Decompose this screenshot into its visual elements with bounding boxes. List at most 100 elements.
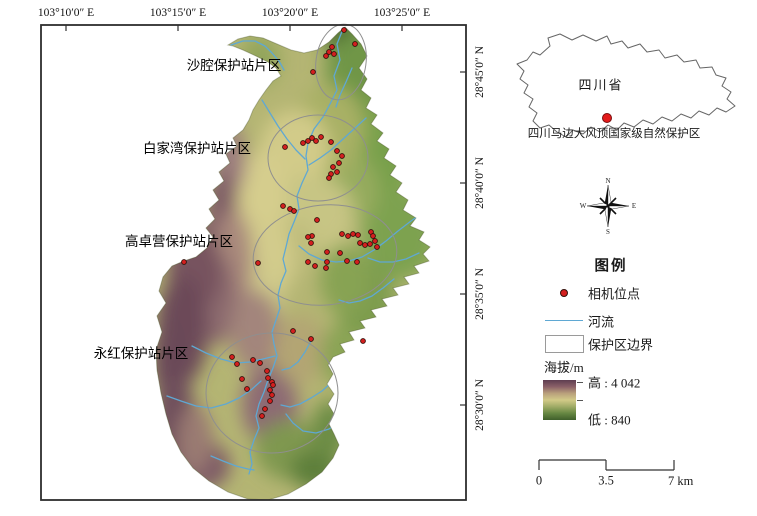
- camera-point: [326, 175, 332, 181]
- camera-point: [250, 357, 256, 363]
- camera-point: [350, 231, 356, 237]
- longitude-label: 103°10′0″ E: [37, 7, 95, 19]
- elevation-terrain: [155, 26, 431, 501]
- river-line: [308, 117, 367, 166]
- legend-river-label: 河流: [588, 314, 615, 330]
- camera-point: [309, 135, 315, 141]
- camera-point: [239, 376, 245, 382]
- camera-point: [308, 336, 314, 342]
- camera-point: [329, 44, 335, 50]
- elevation-gradient-swatch: [543, 380, 576, 420]
- camera-point: [305, 138, 311, 144]
- river-line: [166, 380, 262, 409]
- terrain-blob: [312, 400, 348, 460]
- camera-point: [265, 375, 271, 381]
- camera-point: [234, 361, 240, 367]
- camera-point: [308, 240, 314, 246]
- camera-point: [372, 238, 378, 244]
- camera-point: [341, 27, 347, 33]
- camera-point: [324, 259, 330, 265]
- legend-camera-swatch: [560, 289, 568, 297]
- camera-point: [282, 144, 288, 150]
- compass-n-label: N: [605, 177, 611, 185]
- legend-elev-high: 高 : 4 042: [588, 375, 641, 391]
- camera-point: [267, 387, 273, 393]
- camera-point: [267, 398, 273, 404]
- reserve-boundary-ellipses: [205, 23, 398, 454]
- river-lines: [166, 28, 425, 475]
- camera-point: [229, 354, 235, 360]
- camera-point: [345, 233, 351, 239]
- gradient-tick-high: [577, 382, 583, 383]
- gradient-tick-mid: [577, 400, 583, 401]
- camera-point: [314, 217, 320, 223]
- legend-elev-low: 低 : 840: [588, 412, 631, 428]
- river-line: [367, 252, 420, 263]
- station-zone-label: 永红保护站片区: [93, 346, 189, 361]
- compass-e-label: E: [631, 202, 637, 210]
- scalebar-label-mid: 3.5: [598, 473, 614, 488]
- compass-rose-icon: [586, 184, 630, 228]
- legend-elevation-label: 海拔/m: [544, 360, 584, 375]
- camera-point: [339, 231, 345, 237]
- camera-point: [323, 265, 329, 271]
- longitude-label: 103°15′0″ E: [149, 7, 207, 19]
- camera-point: [313, 138, 319, 144]
- boundary-ellipse: [205, 332, 339, 454]
- scalebar-label-end: 7 km: [668, 474, 694, 488]
- latitude-label: 28°40′0″ N: [474, 157, 486, 209]
- station-zone-label: 白家湾保护站片区: [143, 141, 251, 156]
- river-line: [230, 40, 285, 71]
- camera-point: [255, 260, 261, 266]
- compass-s-label: S: [606, 228, 610, 236]
- sichuan-outline: [516, 33, 736, 138]
- camera-point: [310, 69, 316, 75]
- scalebar-label-0: 0: [535, 473, 543, 488]
- camera-point: [355, 232, 361, 238]
- camera-point: [290, 328, 296, 334]
- camera-point: [367, 241, 373, 247]
- terrain-blob: [275, 315, 325, 385]
- boundary-ellipse: [267, 114, 369, 202]
- river-line: [261, 99, 306, 160]
- reserve-location-dot: [602, 113, 612, 123]
- latitude-label: 28°35′0″ N: [474, 268, 486, 320]
- camera-point: [352, 41, 358, 47]
- longitude-label: 103°25′0″ E: [373, 7, 431, 19]
- legend-boundary-swatch: [545, 335, 584, 353]
- camera-point: [339, 153, 345, 159]
- camera-point: [280, 203, 286, 209]
- camera-point: [328, 139, 334, 145]
- camera-point: [264, 368, 270, 374]
- longitude-label: 103°20′0″ E: [261, 7, 319, 19]
- camera-point: [262, 406, 268, 412]
- river-line: [210, 455, 255, 471]
- inset-province-label: 四川省: [578, 77, 624, 93]
- station-zone-label: 沙腔保护站片区: [186, 58, 282, 73]
- camera-point: [318, 134, 324, 140]
- terrain-blob: [177, 405, 213, 475]
- camera-point: [312, 263, 318, 269]
- camera-point: [291, 208, 297, 214]
- legend-boundary-label: 保护区边界: [588, 337, 654, 353]
- camera-point: [257, 360, 263, 366]
- river-line: [281, 340, 312, 371]
- camera-point: [269, 392, 275, 398]
- camera-point: [300, 140, 306, 146]
- camera-point: [360, 338, 366, 344]
- camera-point: [244, 386, 250, 392]
- station-zone-label: 高卓营保护站片区: [125, 234, 233, 249]
- camera-point: [337, 250, 343, 256]
- legend-camera-label: 相机位点: [588, 286, 641, 302]
- compass-w-label: W: [579, 202, 587, 210]
- camera-point: [362, 242, 368, 248]
- sichuan-inset-map: [516, 33, 736, 138]
- latitude-label: 28°30′0″ N: [474, 379, 486, 431]
- camera-point: [336, 160, 342, 166]
- camera-point: [326, 49, 332, 55]
- river-line: [338, 278, 395, 304]
- camera-point: [181, 259, 187, 265]
- latitude-label: 28°45′0″ N: [474, 46, 486, 98]
- camera-point: [354, 259, 360, 265]
